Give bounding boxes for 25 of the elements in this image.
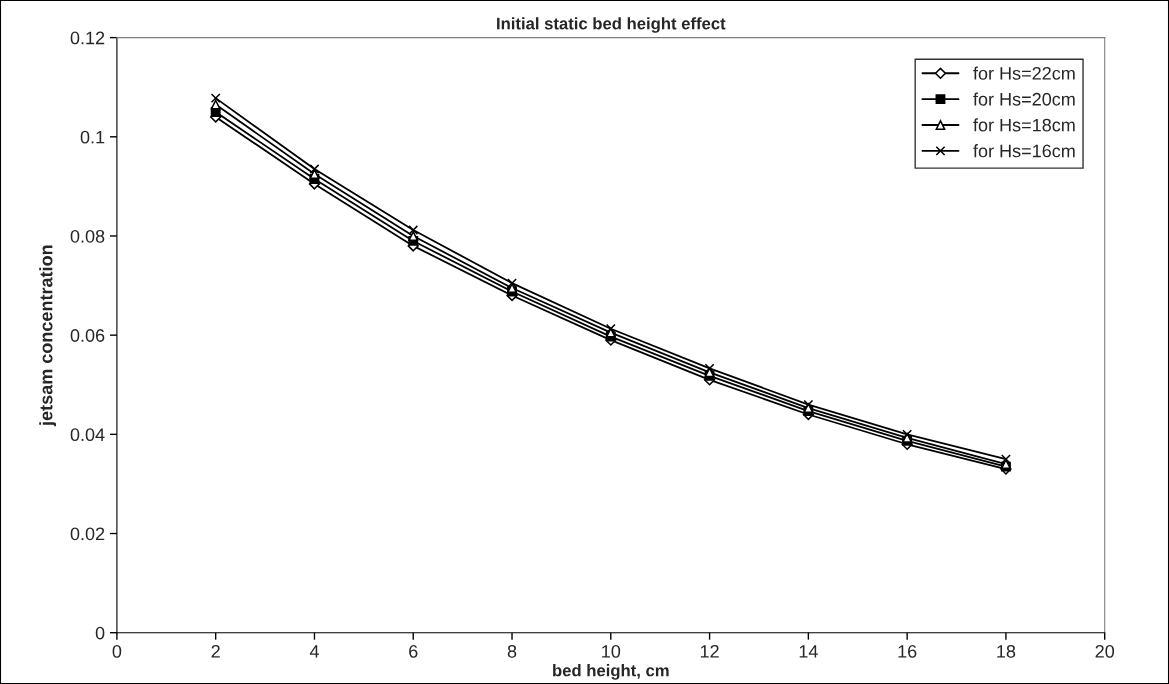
x-tick-label: 16 xyxy=(898,644,917,658)
y-tick-label: 0.12 xyxy=(70,31,105,45)
legend-label: for Hs=18cm xyxy=(973,118,1075,132)
y-tick-label: 0.04 xyxy=(70,428,105,442)
x-tick-label: 4 xyxy=(309,645,319,658)
x-tick-label: 14 xyxy=(799,645,818,658)
legend-label: for Hs=20cm xyxy=(973,92,1075,106)
x-tick-label: 12 xyxy=(700,644,719,658)
y-tick-label: 0.1 xyxy=(80,130,105,144)
y-axis-title: jetsam concentration xyxy=(39,245,57,427)
y-tick-label: 0.08 xyxy=(70,229,105,243)
x-tick-label: 18 xyxy=(997,644,1016,658)
x-tick-label: 2 xyxy=(211,644,220,658)
x-tick-label: 0 xyxy=(112,644,122,658)
x-tick-label: 6 xyxy=(409,644,418,658)
x-axis-title: bed height, cm xyxy=(553,664,669,680)
x-tick-label: 20 xyxy=(1095,644,1115,658)
y-tick-label: 0 xyxy=(95,626,105,640)
y-tick-label: 0.02 xyxy=(70,527,105,541)
chart-title: Initial static bed height effect xyxy=(497,17,726,33)
x-tick-label: 10 xyxy=(602,644,621,658)
x-tick-label: 8 xyxy=(507,644,517,658)
y-tick-label: 0.06 xyxy=(70,329,105,342)
legend-label: for Hs=22cm xyxy=(973,66,1075,80)
legend-label: for Hs=16cm xyxy=(973,144,1075,158)
